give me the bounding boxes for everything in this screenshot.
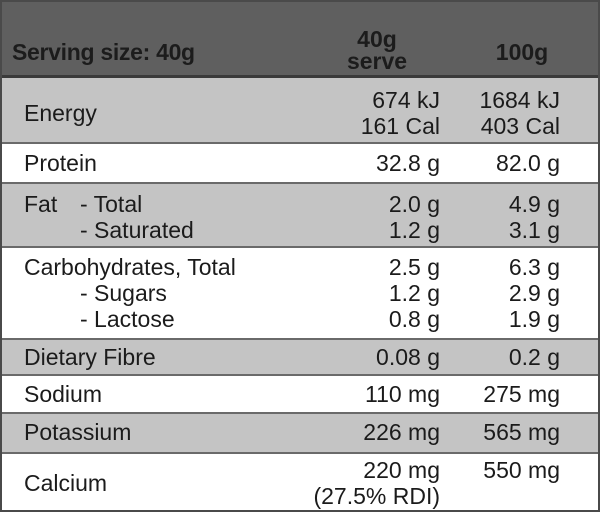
value-carbohydrates-40g: 2.5 g 1.2 g 0.8 g: [389, 254, 440, 332]
value-energy-40g-kj: 674 kJ: [372, 87, 440, 113]
row-sublabel-lactose: - Lactose: [80, 306, 175, 332]
row-sublabels-carbohydrates: - Sugars - Lactose: [80, 280, 175, 332]
value-fat-saturated-100g: 3.1 g: [508, 217, 560, 243]
value-carbohydrates-total-40g: 2.5 g: [388, 254, 440, 280]
value-potassium-40g: 226 mg: [363, 419, 440, 445]
value-sodium-100g: 275 mg: [483, 381, 560, 407]
table-row-carbohydrates: Carbohydrates, Total - Sugars - Lactose …: [2, 248, 598, 340]
value-fat-100g: 4.9 g 3.1 g: [509, 191, 560, 243]
value-protein-40g: 32.8 g: [376, 150, 440, 176]
row-sublabel-fat-saturated: - Saturated: [80, 217, 194, 243]
table-row-potassium: Potassium 226 mg 565 mg: [2, 414, 598, 454]
row-label-potassium: Potassium: [24, 419, 132, 445]
value-calcium-100g: 550 mg: [483, 457, 560, 483]
value-energy-100g: 1684 kJ 403 Cal: [479, 87, 560, 139]
row-label-carbohydrates: Carbohydrates, Total: [24, 254, 236, 280]
row-label-protein: Protein: [24, 150, 97, 176]
table-row-sodium: Sodium 110 mg 275 mg: [2, 376, 598, 414]
table-row-calcium: Calcium 220 mg (27.5% RDI) 550 mg: [2, 454, 598, 510]
value-fat-total-40g: 2.0 g: [388, 191, 440, 217]
row-sublabel-sugars: - Sugars: [80, 280, 167, 306]
table-row-energy: Energy 674 kJ 161 Cal 1684 kJ 403 Cal: [2, 78, 598, 144]
value-fat-saturated-40g: 1.2 g: [388, 217, 440, 243]
value-lactose-100g: 1.9 g: [508, 306, 560, 332]
row-label-dietary-fibre: Dietary Fibre: [24, 344, 156, 370]
value-calcium-40g-rdi: (27.5% RDI): [313, 483, 440, 509]
value-carbohydrates-100g: 6.3 g 2.9 g 1.9 g: [509, 254, 560, 332]
value-calcium-40g: 220 mg (27.5% RDI): [313, 457, 440, 509]
value-carbohydrates-total-100g: 6.3 g: [508, 254, 560, 280]
value-energy-100g-cal: 403 Cal: [480, 113, 560, 139]
table-row-dietary-fibre: Dietary Fibre 0.08 g 0.2 g: [2, 340, 598, 376]
value-sugars-100g: 2.9 g: [508, 280, 560, 306]
table-row-fat: Fat - Total - Saturated 2.0 g 1.2 g 4.9 …: [2, 184, 598, 248]
row-label-fat: Fat: [24, 191, 58, 217]
value-calcium-40g-mg: 220 mg: [363, 457, 440, 483]
table-header: Serving size: 40g 40g serve 100g: [2, 2, 598, 78]
row-sublabel-fat-total: - Total: [80, 191, 143, 217]
row-label-calcium: Calcium: [24, 470, 108, 496]
column-header-100g: 100g: [495, 39, 549, 65]
value-lactose-40g: 0.8 g: [388, 306, 440, 332]
value-protein-100g: 82.0 g: [496, 150, 560, 176]
value-sugars-40g: 1.2 g: [388, 280, 440, 306]
value-sodium-40g: 110 mg: [364, 381, 440, 407]
value-energy-40g: 674 kJ 161 Cal: [361, 87, 440, 139]
table-row-protein: Protein 32.8 g 82.0 g: [2, 144, 598, 184]
column-header-40g-line2: serve: [346, 48, 408, 74]
column-header-40g: 40g serve: [332, 26, 422, 74]
row-sublabels-fat: - Total - Saturated: [80, 191, 194, 243]
value-energy-40g-cal: 161 Cal: [360, 113, 440, 139]
value-dietary-fibre-100g: 0.2 g: [508, 344, 560, 370]
serving-size-label: Serving size: 40g: [12, 39, 195, 65]
value-fat-total-100g: 4.9 g: [508, 191, 560, 217]
value-potassium-100g: 565 mg: [483, 419, 560, 445]
row-label-energy: Energy: [24, 100, 97, 126]
value-dietary-fibre-40g: 0.08 g: [376, 344, 440, 370]
row-label-sodium: Sodium: [24, 381, 102, 407]
value-energy-100g-kj: 1684 kJ: [479, 87, 560, 113]
value-fat-40g: 2.0 g 1.2 g: [389, 191, 440, 243]
column-header-40g-line1: 40g: [357, 26, 397, 52]
